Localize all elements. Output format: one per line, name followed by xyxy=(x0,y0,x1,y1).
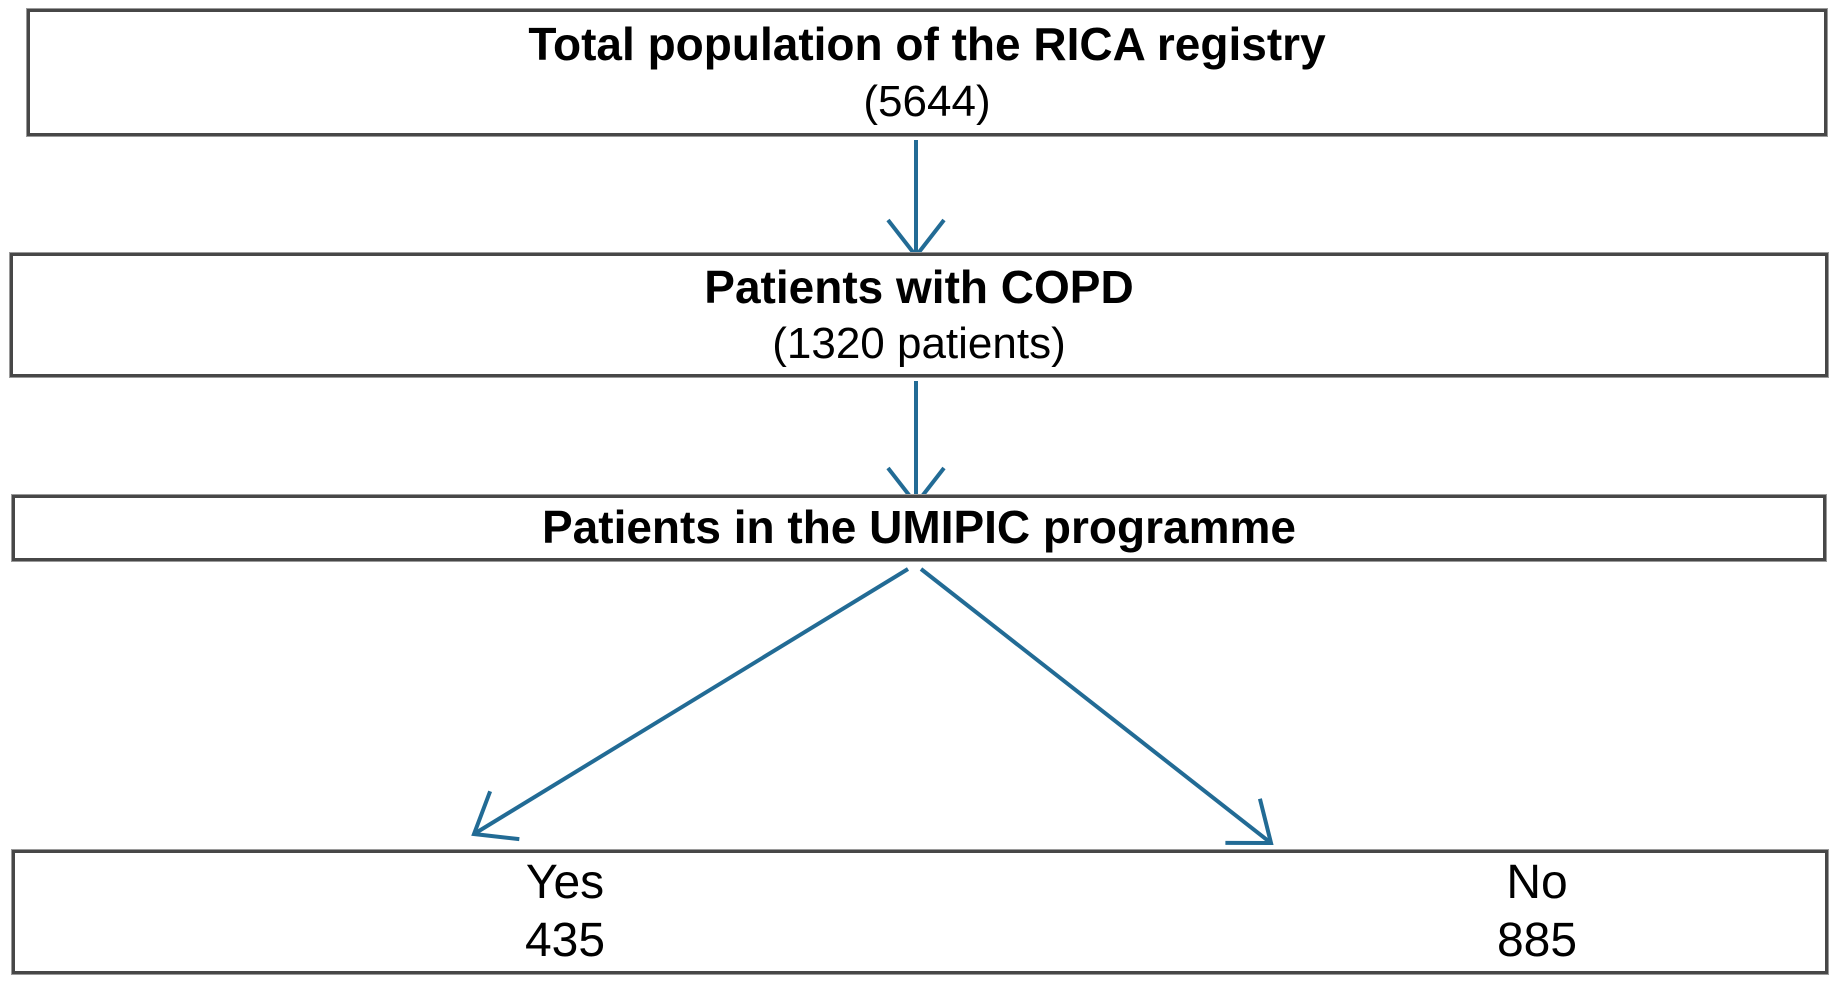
branch-no: No 885 xyxy=(1497,850,1577,974)
box-umipic-programme: Patients in the UMIPIC programme xyxy=(12,495,1826,561)
box-total-population-title: Total population of the RICA registry xyxy=(528,18,1326,71)
arrow-umipic-to-yes-icon xyxy=(471,567,910,842)
box-copd-patients-title: Patients with COPD xyxy=(704,260,1134,313)
branch-yes: Yes 435 xyxy=(525,850,605,974)
box-copd-patients-count: (1320 patients) xyxy=(772,319,1066,369)
arrow-umipic-to-no-icon xyxy=(919,567,1274,846)
box-total-population: Total population of the RICA registry (5… xyxy=(27,9,1827,136)
branch-yes-count: 435 xyxy=(524,914,606,967)
branch-yes-label: Yes xyxy=(525,856,605,910)
box-total-population-count: (5644) xyxy=(863,76,991,126)
box-umipic-programme-title: Patients in the UMIPIC programme xyxy=(541,501,1296,554)
branch-no-label: No xyxy=(1506,856,1568,910)
box-copd-patients: Patients with COPD (1320 patients) xyxy=(10,253,1828,377)
branch-no-count: 885 xyxy=(1496,914,1578,967)
box-umipic-outcome xyxy=(12,850,1828,974)
